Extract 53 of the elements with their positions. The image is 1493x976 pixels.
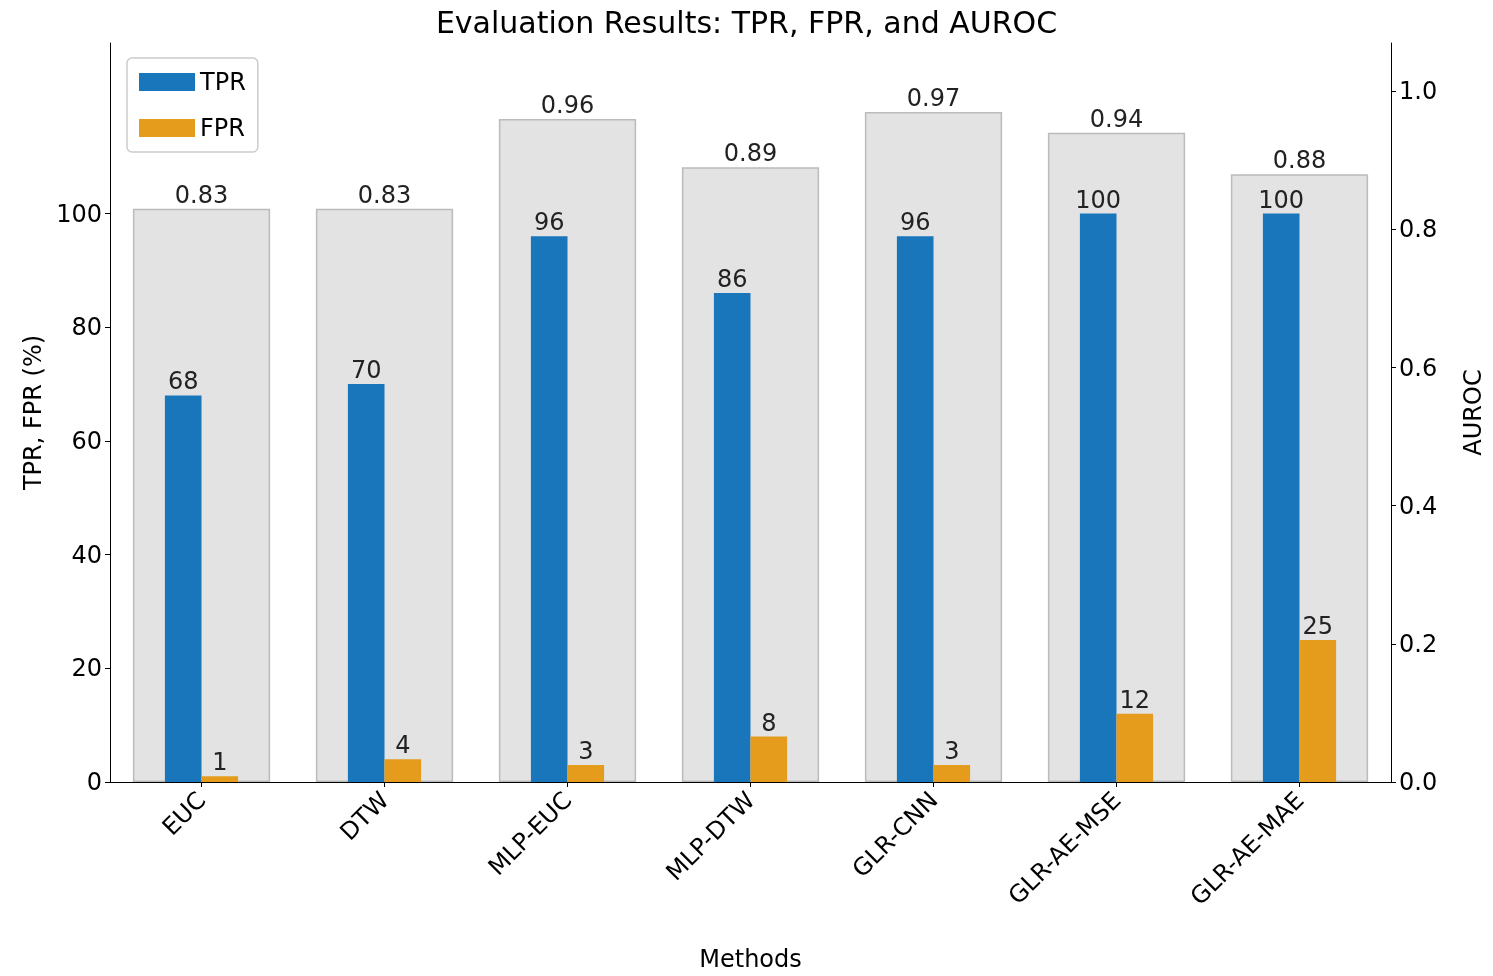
chart-title: Evaluation Results: TPR, FPR, and AUROC	[435, 4, 1058, 40]
bar	[347, 384, 385, 782]
data-label: 100	[1075, 185, 1122, 214]
y2-tick-label: 0.6	[1399, 353, 1438, 382]
bar	[164, 395, 202, 782]
y-tick-label: 100	[56, 199, 102, 228]
bar	[896, 236, 934, 782]
data-label: 96	[533, 208, 565, 237]
y-tick-label: 60	[71, 426, 102, 455]
bar	[933, 764, 971, 782]
bar	[384, 759, 422, 782]
x-axis-title: Methods	[699, 945, 802, 973]
data-label: 8	[761, 708, 777, 737]
y-tick-label: 20	[71, 654, 102, 683]
data-label: 3	[944, 736, 960, 765]
bar	[201, 776, 239, 782]
bar	[530, 236, 568, 782]
bar	[1299, 639, 1337, 782]
y2-tick-label: 0.0	[1399, 768, 1438, 796]
bar	[1079, 213, 1117, 782]
data-label: 68	[167, 367, 199, 396]
y2-tick-label: 1.0	[1399, 77, 1438, 106]
data-label: 0.97	[906, 84, 961, 113]
data-label: 12	[1119, 685, 1151, 714]
bar	[567, 764, 605, 782]
data-label: 100	[1258, 185, 1305, 214]
y-axis-title: TPR, FPR (%)	[19, 334, 48, 492]
data-label: 0.88	[1272, 146, 1327, 175]
data-label: 0.83	[174, 180, 229, 209]
y2-tick-label: 0.2	[1399, 629, 1438, 658]
legend-label: FPR	[200, 114, 245, 142]
data-label: 0.94	[1089, 104, 1144, 133]
y2-tick-label: 0.4	[1399, 491, 1438, 520]
data-label: 4	[395, 731, 411, 760]
bar	[713, 293, 751, 782]
bar	[750, 736, 788, 782]
y-tick-label: 80	[71, 313, 102, 342]
data-label: 70	[350, 356, 382, 385]
y-tick-label: 0	[86, 768, 102, 796]
y-tick-label: 40	[71, 540, 102, 569]
legend-label: TPR	[199, 68, 246, 96]
bar	[1262, 213, 1300, 782]
data-label: 0.83	[357, 180, 412, 209]
data-label: 1	[212, 748, 228, 777]
data-label: 0.96	[540, 90, 595, 119]
y2-tick-label: 0.8	[1399, 215, 1438, 244]
data-label: 3	[578, 736, 594, 765]
data-label: 25	[1302, 611, 1334, 640]
data-label: 0.89	[723, 139, 778, 168]
bar	[1116, 713, 1154, 782]
y2-axis-title: AUROC	[1459, 369, 1487, 456]
data-label: 96	[899, 208, 931, 237]
data-label: 86	[716, 265, 748, 294]
